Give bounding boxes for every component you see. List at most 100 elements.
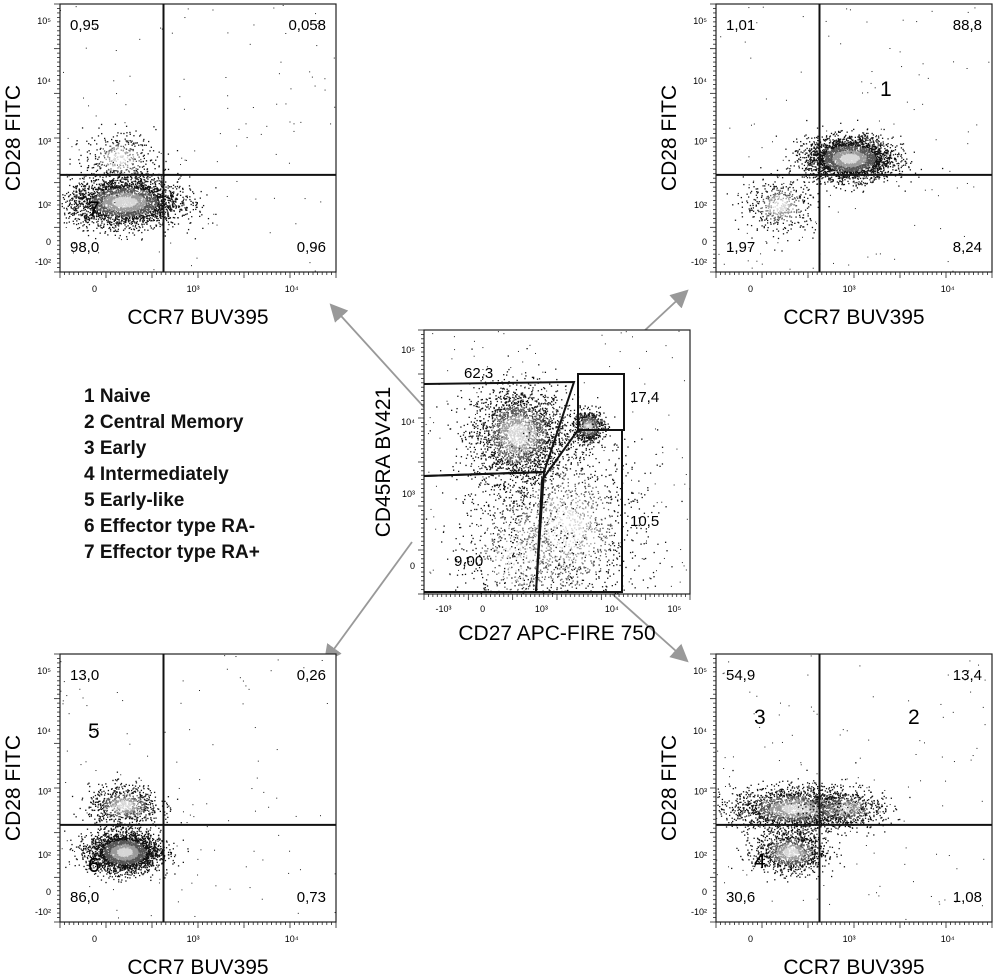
y-tick-label: 10³ — [694, 136, 707, 146]
y-tick-label: 0 — [46, 887, 51, 897]
x-axis-label: CCR7 BUV395 — [783, 956, 924, 978]
x-tick-label: 10³ — [843, 284, 856, 294]
x-tick-label: 10³ — [187, 284, 200, 294]
event-dots — [716, 655, 986, 920]
x-tick-label: 10³ — [535, 604, 548, 614]
quadrant-value-lr: 8,24 — [953, 239, 982, 256]
quadrant-value-ll: 1,97 — [726, 239, 755, 256]
y-tick-label: 10⁵ — [37, 666, 51, 676]
x-tick-label: 0 — [92, 934, 97, 944]
y-tick-label: 10⁴ — [37, 76, 51, 86]
legend-item: 6 Effector type RA- — [84, 514, 260, 540]
event-dots — [718, 6, 990, 273]
quadrant-value-ur: 88,8 — [953, 17, 982, 34]
plots-layer: -10³ 0 10³ 10⁴ 10⁵ 10⁵ 10⁴ 10³ 0 CD27 APC-FIRE 75… — [2, 3, 993, 978]
x-axis-label: CCR7 BUV395 — [127, 956, 268, 978]
y-axis-label: CD28 FITC — [2, 85, 25, 191]
x-tick-label: 10⁴ — [285, 284, 299, 294]
plot-frame — [59, 653, 337, 923]
plot-frame — [715, 653, 993, 923]
x-tick-label: 10⁴ — [941, 284, 955, 294]
cluster-label: 6 — [88, 854, 100, 877]
quadrant-value-lr: 1,08 — [953, 889, 982, 906]
y-tick-label: 0 — [46, 237, 51, 247]
y-tick-label: 0 — [702, 237, 707, 247]
y-tick-label: 10⁴ — [693, 76, 707, 86]
gate-arrow — [323, 541, 413, 663]
x-tick-label: 0 — [748, 284, 753, 294]
y-tick-label: -10² — [691, 257, 707, 267]
y-axis-label: CD28 FITC — [658, 85, 681, 191]
x-tick-label: 10⁴ — [605, 604, 619, 614]
y-tick-label: 10⁴ — [693, 726, 707, 736]
event-dots — [425, 330, 691, 595]
plot-frame — [715, 3, 993, 273]
y-tick-label: 10⁴ — [37, 726, 51, 736]
x-tick-label: 0 — [748, 934, 753, 944]
plot-frame — [423, 329, 691, 595]
y-tick-label: 10³ — [38, 786, 51, 796]
plot-frame — [59, 3, 337, 273]
quadrant-value-ll: 30,6 — [726, 889, 755, 906]
cluster-label: 4 — [754, 850, 766, 873]
y-tick-label: 10⁴ — [401, 417, 415, 427]
quadrant-value-ur: 13,4 — [953, 667, 982, 684]
plot-bottom-left: 0 10³ 10⁴ 10⁵ 10⁴ 10³ 10² 0 -10² CCR7 BUV395 CD28 … — [2, 653, 337, 978]
quadrant-value-lr: 0,73 — [297, 889, 326, 906]
population-legend: 1 Naive 2 Central Memory 3 Early 4 Inter… — [84, 384, 260, 566]
cluster-label: 2 — [908, 706, 920, 729]
y-tick-label: 10³ — [38, 136, 51, 146]
x-tick-label: 10⁴ — [941, 934, 955, 944]
quadrant-value-lr: 0,96 — [297, 239, 326, 256]
legend-item: 2 Central Memory — [84, 410, 260, 436]
x-axis-label: CD27 APC-FIRE 750 — [458, 622, 655, 645]
quadrant-value-ll: 86,0 — [70, 889, 99, 906]
gate-arrow — [609, 591, 689, 663]
y-tick-label: -10² — [35, 907, 51, 917]
gate-value: 17,4 — [630, 389, 659, 406]
gate-value: 10,5 — [630, 513, 659, 530]
y-tick-label: 10⁵ — [37, 16, 51, 26]
y-tick-label: 10⁵ — [693, 16, 707, 26]
cluster-label: 5 — [88, 720, 100, 743]
y-tick-label: 0 — [410, 561, 415, 571]
legend-item: 5 Early-like — [84, 488, 260, 514]
gate-arrow — [329, 303, 433, 417]
x-tick-label: -10³ — [436, 604, 452, 614]
gate-10 — [534, 429, 623, 593]
quadrant-value-ul: 54,9 — [726, 667, 755, 684]
y-tick-label: 0 — [702, 887, 707, 897]
plot-top-right: 0 10³ 10⁴ 10⁵ 10⁴ 10³ 10² 0 -10² CCR7 BUV395 CD28 … — [658, 3, 993, 329]
x-tick-label: 10³ — [843, 934, 856, 944]
cluster-label: 1 — [880, 78, 892, 101]
y-axis-label: CD28 FITC — [2, 735, 25, 841]
y-tick-label: 10² — [38, 200, 51, 210]
gate-value: 62,3 — [464, 365, 493, 382]
plot-bottom-right: 0 10³ 10⁴ 10⁵ 10⁴ 10³ 10² 0 -10² CCR7 BUV395 CD28 … — [658, 653, 993, 978]
y-axis-label: CD28 FITC — [658, 735, 681, 841]
y-tick-label: 10³ — [402, 489, 415, 499]
gate-value: 9,00 — [454, 553, 483, 570]
axis-ticks — [710, 3, 993, 278]
quadrant-value-ul: 1,01 — [726, 17, 755, 34]
y-tick-label: 10² — [38, 850, 51, 860]
y-tick-label: 10³ — [694, 786, 707, 796]
plot-center: -10³ 0 10³ 10⁴ 10⁵ 10⁵ 10⁴ 10³ 0 CD27 APC-FIRE 75… — [372, 329, 691, 645]
x-axis-label: CCR7 BUV395 — [127, 306, 268, 329]
gate-9 — [423, 470, 546, 593]
y-tick-label: 10² — [694, 850, 707, 860]
event-dots — [60, 655, 336, 919]
cluster-label: 7 — [88, 198, 100, 221]
axis-ticks — [710, 653, 993, 928]
cluster-label: 3 — [754, 706, 766, 729]
x-axis-label: CCR7 BUV395 — [783, 306, 924, 329]
gates — [423, 373, 625, 593]
y-axis-label: CD45RA BV421 — [372, 387, 395, 538]
axis-ticks — [54, 653, 337, 928]
legend-item: 1 Naive — [84, 384, 260, 410]
legend-item: 4 Intermediately — [84, 462, 260, 488]
axis-ticks — [54, 3, 337, 278]
y-tick-label: -10² — [35, 257, 51, 267]
quadrant-value-ul: 0,95 — [70, 17, 99, 34]
